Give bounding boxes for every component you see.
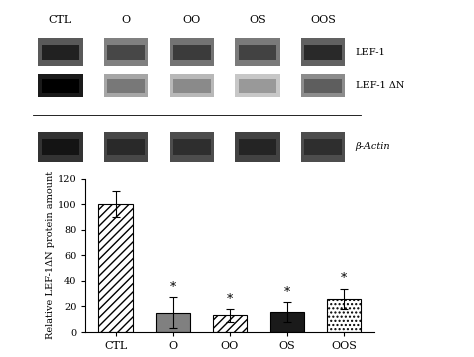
Bar	[301, 38, 346, 66]
Text: *: *	[341, 272, 347, 285]
Bar	[38, 38, 82, 66]
Bar	[270, 312, 304, 332]
Bar	[108, 139, 145, 155]
Bar	[173, 45, 210, 60]
Bar	[99, 204, 133, 332]
Bar	[104, 132, 148, 161]
Bar	[301, 132, 346, 161]
Bar	[173, 139, 210, 155]
Bar	[108, 45, 145, 60]
Bar	[213, 315, 247, 332]
Bar	[42, 79, 79, 92]
Bar	[236, 75, 280, 97]
Text: O: O	[122, 15, 131, 25]
Bar	[304, 139, 342, 155]
Bar	[38, 132, 82, 161]
Y-axis label: Relative LEF-1ΔN protein amount: Relative LEF-1ΔN protein amount	[46, 171, 55, 339]
Bar	[304, 45, 342, 60]
Bar	[170, 132, 214, 161]
Bar	[327, 299, 361, 332]
Bar	[42, 45, 79, 60]
Bar	[173, 79, 210, 92]
Bar	[38, 75, 82, 97]
Bar	[301, 75, 346, 97]
Bar	[155, 313, 190, 332]
Text: β-Actin: β-Actin	[356, 142, 390, 151]
Text: OO: OO	[183, 15, 201, 25]
Bar	[104, 75, 148, 97]
Bar	[239, 139, 276, 155]
Bar	[304, 79, 342, 92]
Text: LEF-1 ΔN: LEF-1 ΔN	[356, 81, 404, 90]
Text: LEF-1: LEF-1	[356, 48, 385, 57]
Bar	[236, 38, 280, 66]
Bar	[239, 79, 276, 92]
Text: OS: OS	[249, 15, 266, 25]
Bar	[108, 79, 145, 92]
Text: CTL: CTL	[49, 15, 72, 25]
Bar	[42, 139, 79, 155]
Bar	[239, 45, 276, 60]
Bar	[170, 75, 214, 97]
Text: *: *	[227, 293, 233, 306]
Bar	[104, 38, 148, 66]
Text: *: *	[170, 281, 176, 294]
Bar	[236, 132, 280, 161]
Text: *: *	[284, 286, 290, 299]
Text: OOS: OOS	[310, 15, 336, 25]
Bar	[170, 38, 214, 66]
